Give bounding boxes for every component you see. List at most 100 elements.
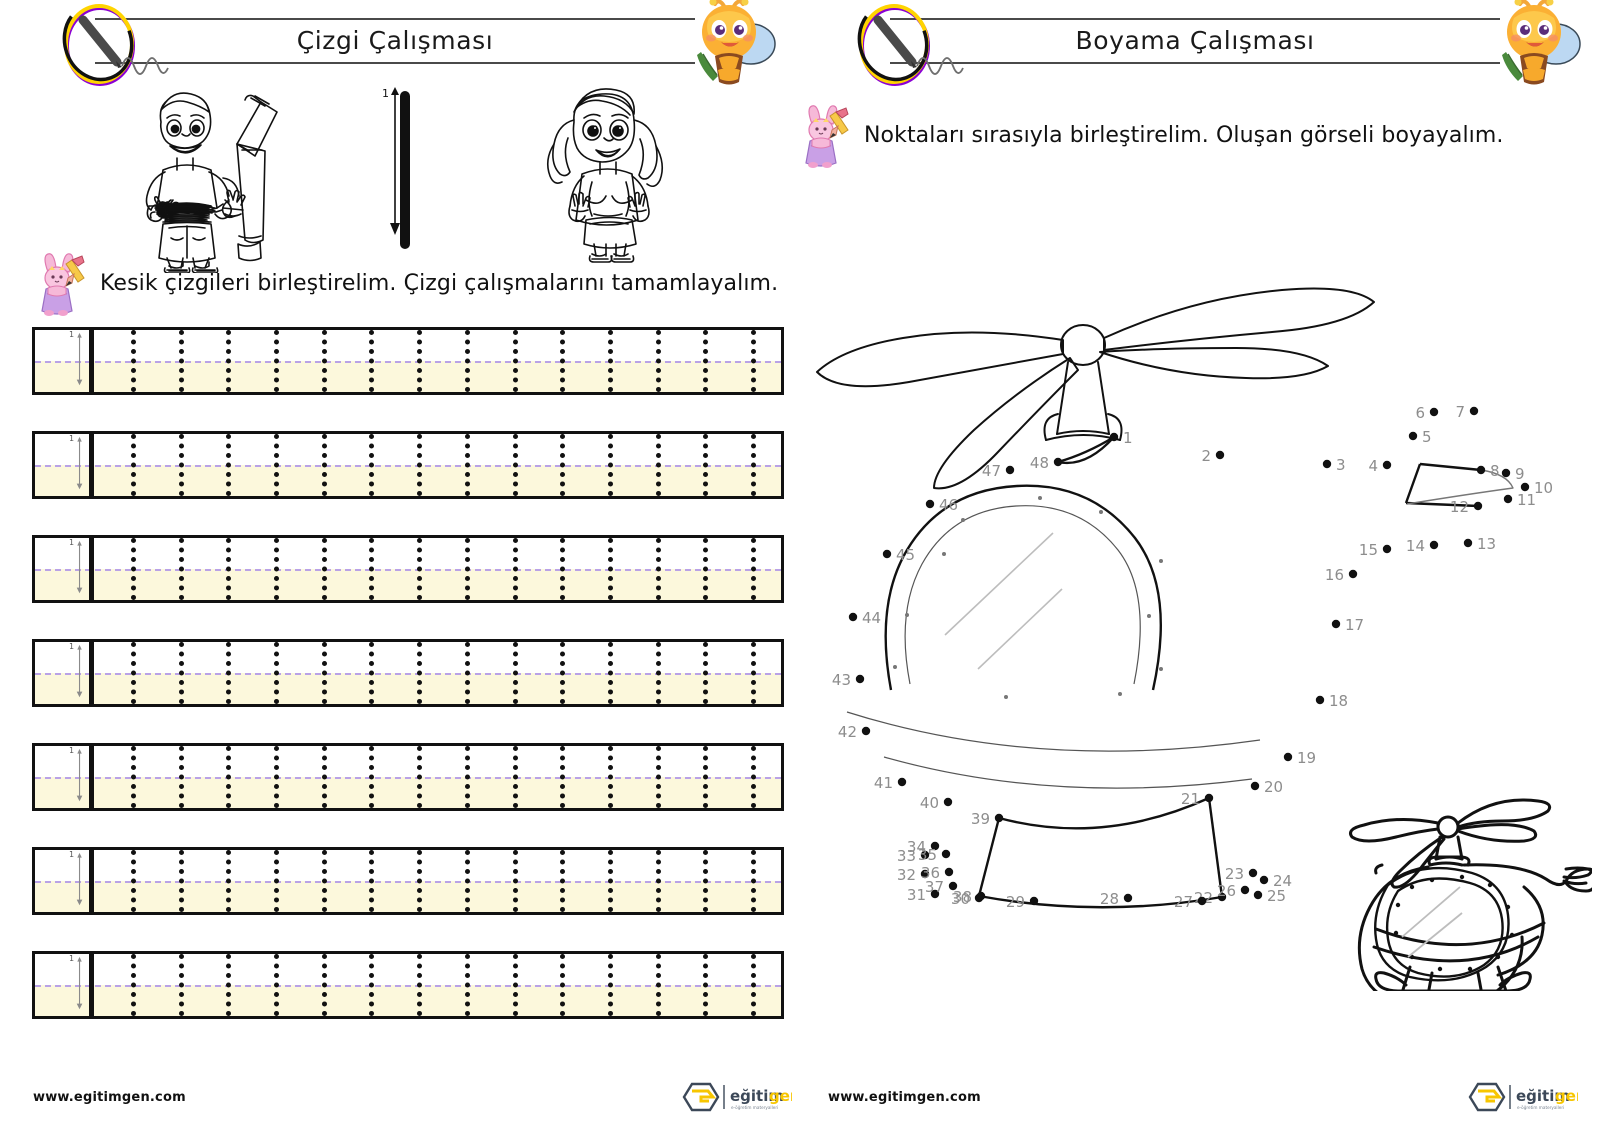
row-dotted-guide[interactable] [703, 538, 709, 600]
row-dotted-guide[interactable] [226, 330, 232, 392]
dot-marker[interactable] [994, 813, 1004, 823]
row-dotted-guide[interactable] [274, 954, 280, 1016]
dot-marker[interactable] [948, 881, 958, 891]
row-dotted-guide[interactable] [655, 538, 661, 600]
row-dotted-guide[interactable] [178, 746, 184, 808]
tracing-row[interactable]: 1 [32, 951, 784, 1019]
dot-marker[interactable] [1109, 432, 1119, 442]
row-dotted-guide[interactable] [369, 538, 375, 600]
dot-marker[interactable] [1005, 465, 1015, 475]
row-dotted-guide[interactable] [607, 434, 613, 496]
row-dotted-guide[interactable] [751, 642, 756, 704]
row-dotted-guide[interactable] [464, 642, 470, 704]
row-dotted-guide[interactable] [512, 954, 518, 1016]
dot-marker[interactable] [920, 869, 930, 879]
dot-marker[interactable] [1215, 450, 1225, 460]
row-dotted-guide[interactable] [655, 850, 661, 912]
row-dotted-guide[interactable] [607, 954, 613, 1016]
row-dotted-guide[interactable] [321, 330, 327, 392]
row-dotted-guide[interactable] [607, 642, 613, 704]
dot-marker[interactable] [920, 850, 930, 860]
tracing-row[interactable]: 1 [32, 327, 784, 395]
row-dotted-guide[interactable] [703, 330, 709, 392]
row-dotted-guide[interactable] [226, 850, 232, 912]
row-dotted-guide[interactable] [417, 850, 423, 912]
dot-marker[interactable] [1382, 544, 1392, 554]
row-dotted-guide[interactable] [131, 850, 136, 912]
row-dotted-guide[interactable] [560, 746, 566, 808]
row-dotted-guide[interactable] [560, 954, 566, 1016]
dot-marker[interactable] [1501, 468, 1511, 478]
dot-marker[interactable] [1283, 752, 1293, 762]
dot-marker[interactable] [848, 612, 858, 622]
dot-marker[interactable] [1250, 781, 1260, 791]
dot-marker[interactable] [976, 891, 986, 901]
row-dotted-guide[interactable] [369, 746, 375, 808]
row-dotted-guide[interactable] [751, 330, 756, 392]
row-dotted-guide[interactable] [274, 538, 280, 600]
dot-marker[interactable] [861, 726, 871, 736]
row-dotted-guide[interactable] [703, 954, 709, 1016]
row-dotted-guide[interactable] [751, 434, 756, 496]
dot-marker[interactable] [1259, 875, 1269, 885]
row-dotted-guide[interactable] [369, 954, 375, 1016]
dot-marker[interactable] [1240, 885, 1250, 895]
dot-marker[interactable] [1331, 619, 1341, 629]
row-dotted-guide[interactable] [751, 850, 756, 912]
dot-marker[interactable] [1322, 459, 1332, 469]
row-dotted-guide[interactable] [131, 642, 136, 704]
row-dotted-guide[interactable] [131, 434, 136, 496]
row-dotted-guide[interactable] [321, 954, 327, 1016]
row-dotted-guide[interactable] [369, 850, 375, 912]
row-dotted-guide[interactable] [751, 954, 756, 1016]
footer-url-right[interactable]: www.egitimgen.com [828, 1090, 981, 1105]
row-dotted-guide[interactable] [226, 642, 232, 704]
row-dotted-guide[interactable] [131, 538, 136, 600]
tracing-row[interactable]: 1 [32, 639, 784, 707]
row-dotted-guide[interactable] [131, 330, 136, 392]
dot-marker[interactable] [1469, 406, 1479, 416]
tracing-row[interactable]: 1 [32, 743, 784, 811]
dot-marker[interactable] [1503, 494, 1513, 504]
dot-marker[interactable] [1217, 892, 1227, 902]
row-dotted-guide[interactable] [321, 538, 327, 600]
row-dotted-guide[interactable] [131, 954, 136, 1016]
row-dotted-guide[interactable] [417, 954, 423, 1016]
row-dotted-guide[interactable] [131, 746, 136, 808]
row-dotted-guide[interactable] [560, 330, 566, 392]
dot-marker[interactable] [1204, 793, 1214, 803]
dot-marker[interactable] [944, 867, 954, 877]
dot-marker[interactable] [943, 797, 953, 807]
row-dotted-guide[interactable] [178, 330, 184, 392]
tracing-row[interactable]: 1 [32, 535, 784, 603]
row-dotted-guide[interactable] [560, 642, 566, 704]
dot-marker[interactable] [1348, 569, 1358, 579]
row-dotted-guide[interactable] [464, 330, 470, 392]
row-dotted-guide[interactable] [464, 954, 470, 1016]
dot-marker[interactable] [1476, 465, 1486, 475]
dot-marker[interactable] [855, 674, 865, 684]
row-dotted-guide[interactable] [607, 746, 613, 808]
dot-marker[interactable] [1123, 893, 1133, 903]
row-dotted-guide[interactable] [321, 642, 327, 704]
dot-marker[interactable] [882, 549, 892, 559]
dot-marker[interactable] [1408, 431, 1418, 441]
row-dotted-guide[interactable] [512, 330, 518, 392]
row-dotted-guide[interactable] [321, 746, 327, 808]
row-dotted-guide[interactable] [655, 954, 661, 1016]
row-dotted-guide[interactable] [274, 642, 280, 704]
dot-marker[interactable] [1463, 538, 1473, 548]
row-dotted-guide[interactable] [369, 330, 375, 392]
row-dotted-guide[interactable] [464, 434, 470, 496]
dot-marker[interactable] [941, 849, 951, 859]
dot-marker[interactable] [1315, 695, 1325, 705]
row-dotted-guide[interactable] [464, 538, 470, 600]
row-dotted-guide[interactable] [226, 746, 232, 808]
row-dotted-guide[interactable] [512, 850, 518, 912]
dot-marker[interactable] [1473, 501, 1483, 511]
row-dotted-guide[interactable] [274, 330, 280, 392]
dot-marker[interactable] [1382, 460, 1392, 470]
row-dotted-guide[interactable] [417, 434, 423, 496]
row-dotted-guide[interactable] [703, 434, 709, 496]
row-dotted-guide[interactable] [417, 746, 423, 808]
